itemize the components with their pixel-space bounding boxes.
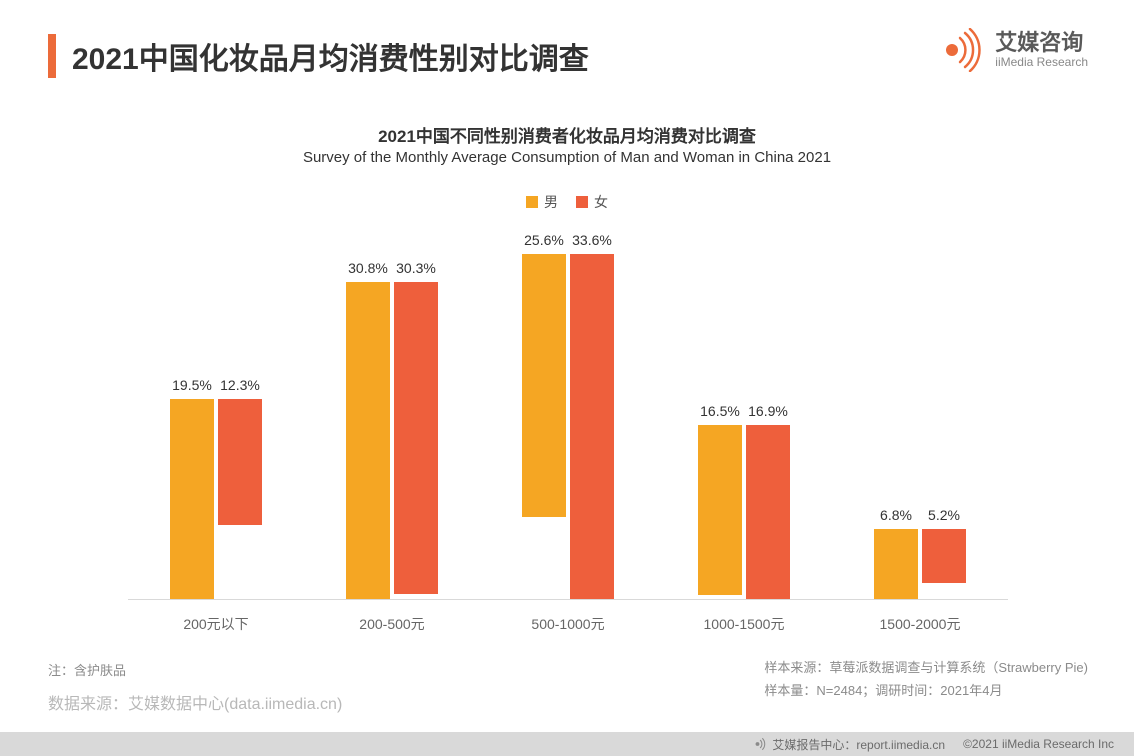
- legend-swatch: [526, 196, 538, 208]
- bar-value-label: 25.6%: [524, 232, 564, 248]
- x-tick-label: 1500-2000元: [832, 614, 1008, 634]
- legend-item: 女: [576, 192, 608, 212]
- page-title: 2021中国化妆品月均消费性别对比调查: [72, 34, 589, 78]
- bar-value-label: 16.5%: [700, 403, 740, 419]
- sample-size: 样本量：N=2484；调研时间：2021年4月: [764, 679, 1088, 702]
- brand-logo: 艾媒咨询 iiMedia Research: [941, 28, 1088, 72]
- chart-title-cn: 2021中国不同性别消费者化妆品月均消费对比调查: [0, 122, 1134, 147]
- sample-source: 样本来源：草莓派数据调查与计算系统（Strawberry Pie): [764, 656, 1088, 679]
- footer-report-center: 艾媒报告中心：report.iimedia.cn: [772, 736, 945, 753]
- footer-copyright: ©2021 iiMedia Research Inc: [963, 737, 1114, 751]
- brand-logo-text: 艾媒咨询 iiMedia Research: [995, 31, 1088, 68]
- legend-label: 男: [544, 192, 558, 212]
- chart-note: 注：含护肤品: [48, 660, 126, 679]
- header-accent-bar: [48, 34, 56, 78]
- bar-group: 6.8%5.2%: [832, 529, 1008, 599]
- x-tick-label: 1000-1500元: [656, 614, 832, 634]
- footer-bar: 艾媒报告中心：report.iimedia.cn ©2021 iiMedia R…: [0, 732, 1134, 756]
- bar: 33.6%: [570, 254, 614, 599]
- bar-group: 30.8%30.3%: [304, 282, 480, 599]
- bar: 30.3%: [394, 282, 438, 593]
- bar: 25.6%: [522, 254, 566, 517]
- brand-name-cn: 艾媒咨询: [995, 31, 1088, 55]
- chart-plot-area: 19.5%12.3%30.8%30.3%25.6%33.6%16.5%16.9%…: [128, 230, 1008, 600]
- bar-group: 19.5%12.3%: [128, 399, 304, 599]
- bar-value-label: 30.3%: [396, 260, 436, 276]
- bar: 30.8%: [346, 282, 390, 599]
- brand-logo-mark: [941, 28, 985, 72]
- brand-name-en: iiMedia Research: [995, 56, 1088, 69]
- chart-title: 2021中国不同性别消费者化妆品月均消费对比调查 Survey of the M…: [0, 122, 1134, 166]
- bar: 12.3%: [218, 399, 262, 525]
- header: 2021中国化妆品月均消费性别对比调查: [48, 34, 589, 78]
- sample-meta: 样本来源：草莓派数据调查与计算系统（Strawberry Pie) 样本量：N=…: [764, 656, 1088, 703]
- bar-group: 16.5%16.9%: [656, 425, 832, 599]
- bar-value-label: 19.5%: [172, 377, 212, 393]
- bar-value-label: 6.8%: [880, 507, 912, 523]
- bar-value-label: 12.3%: [220, 377, 260, 393]
- legend-item: 男: [526, 192, 558, 212]
- legend-swatch: [576, 196, 588, 208]
- x-tick-label: 500-1000元: [480, 614, 656, 634]
- x-tick-label: 200元以下: [128, 614, 304, 634]
- bar-value-label: 16.9%: [748, 403, 788, 419]
- legend-label: 女: [594, 192, 608, 212]
- bar: 19.5%: [170, 399, 214, 599]
- data-source: 数据来源：艾媒数据中心(data.iimedia.cn): [48, 690, 342, 714]
- bar-value-label: 33.6%: [572, 232, 612, 248]
- chart-legend: 男女: [0, 192, 1134, 212]
- bar: 5.2%: [922, 529, 966, 582]
- footer-logo: 艾媒报告中心：report.iimedia.cn: [754, 736, 945, 753]
- bar-value-label: 30.8%: [348, 260, 388, 276]
- bar-value-label: 5.2%: [928, 507, 960, 523]
- chart-title-en: Survey of the Monthly Average Consumptio…: [0, 149, 1134, 166]
- chart-x-axis: 200元以下200-500元500-1000元1000-1500元1500-20…: [128, 600, 1008, 640]
- bar: 6.8%: [874, 529, 918, 599]
- x-tick-label: 200-500元: [304, 614, 480, 634]
- bar-group: 25.6%33.6%: [480, 254, 656, 599]
- bar: 16.5%: [698, 425, 742, 595]
- bar: 16.9%: [746, 425, 790, 599]
